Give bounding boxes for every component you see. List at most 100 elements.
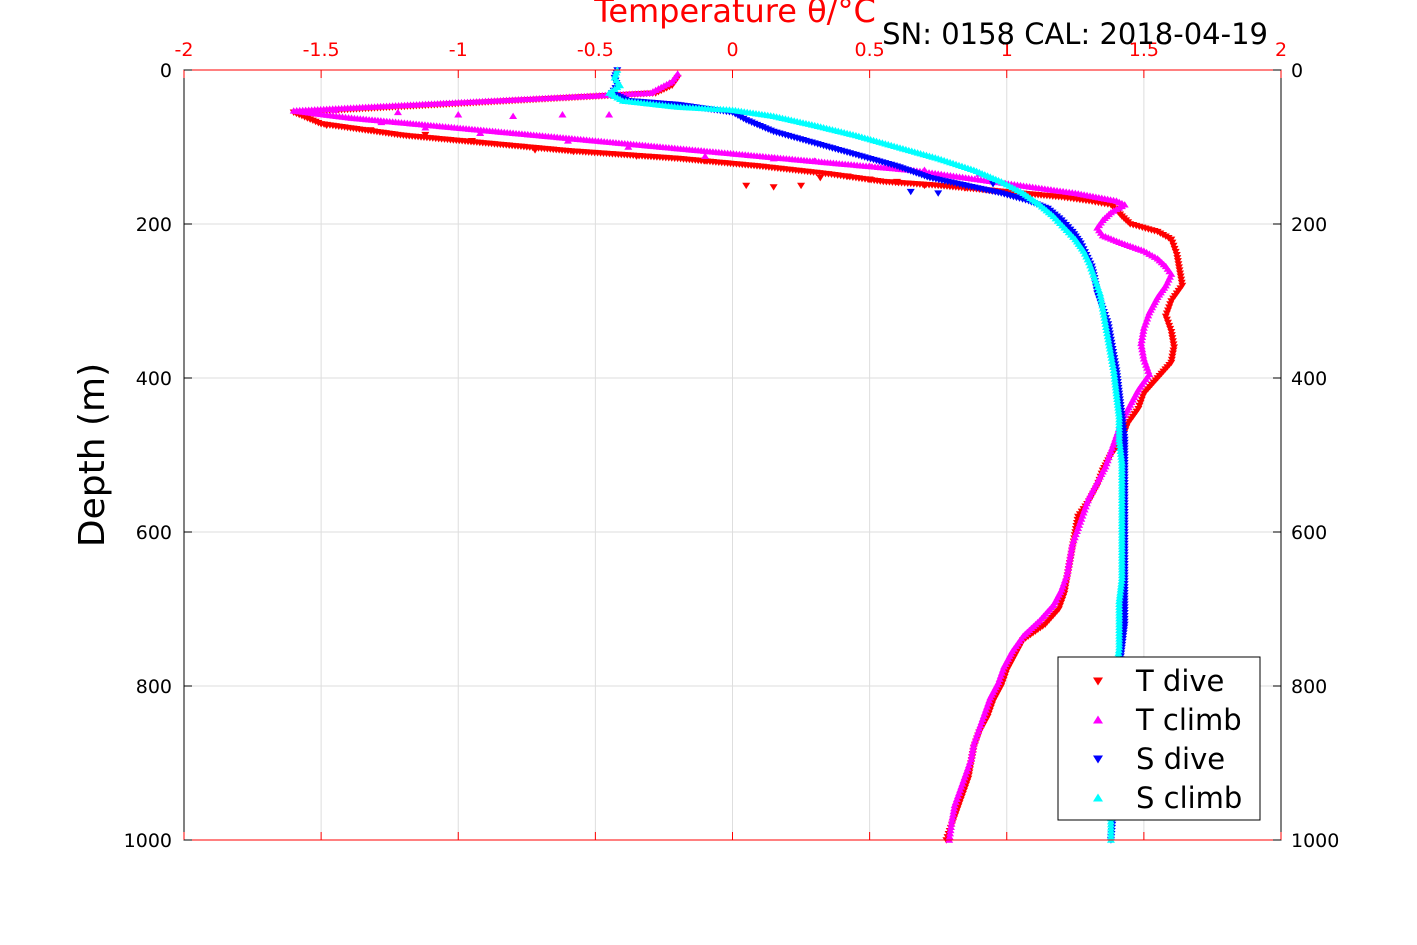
y-tick-label-left: 400 [136,368,172,390]
data-point [1095,289,1104,297]
legend-entry: S climb [1136,781,1242,815]
data-point [1101,320,1110,327]
grid [184,70,1281,840]
data-point [1108,357,1117,364]
data-point [1102,323,1111,330]
data-point [968,749,977,756]
x-tick-label: -1 [449,39,468,61]
legend-entry: T climb [1135,703,1242,737]
data-point [920,182,929,190]
data-point [1115,441,1124,449]
y-tick-label-left: 600 [136,522,172,544]
data-point [948,814,957,821]
data-point [1106,351,1115,358]
data-point [950,804,959,812]
data-point [1116,450,1125,457]
data-point [632,153,641,160]
y-tick-label-right: 800 [1291,676,1327,698]
data-point [1109,363,1118,371]
data-point [1113,395,1122,402]
data-point [1139,324,1148,331]
legend-marker [1093,793,1103,802]
data-point [1065,558,1074,565]
y-tick-label-left: 800 [136,676,172,698]
data-point [816,175,825,182]
data-point [701,152,710,160]
x-tick-label: -2 [175,39,194,61]
data-point [454,111,463,118]
data-point [476,129,485,136]
data-point [1100,314,1109,321]
data-point [1066,549,1075,556]
legend: T dive T climb S dive S climb [1057,656,1261,821]
data-point [1112,392,1121,400]
data-point [1116,444,1125,452]
data-point [1100,317,1109,324]
data-point [1102,326,1111,334]
data-point [558,111,567,118]
x-tick-label: -1.5 [303,39,340,61]
y-tick-label-left: 0 [160,60,172,82]
data-point [1064,561,1073,568]
data-point [1139,327,1148,334]
data-point [1117,456,1126,463]
data-point [893,178,902,186]
data-point [1067,546,1076,553]
legend-marker [1093,677,1103,686]
data-point [1104,335,1113,343]
data-point [467,138,476,145]
x-tick-label: 0.5 [855,39,885,61]
data-point [1117,577,1126,584]
data-point [969,740,978,747]
data-point [1098,305,1107,312]
data-point [1099,311,1108,318]
data-point [421,124,430,131]
legend-entry: S dive [1136,742,1225,776]
data-point [1105,345,1114,352]
data-point [1137,342,1146,350]
data-point [1107,354,1116,361]
data-point [968,746,977,753]
data-point [1115,591,1124,599]
data-point [769,184,778,191]
data-point [1111,381,1120,388]
data-point [1117,580,1126,587]
data-point [1111,384,1120,391]
data-point [1103,332,1112,340]
data-point [1109,366,1118,374]
data-point [1068,543,1077,550]
data-point [797,182,806,190]
data-point [1117,453,1126,460]
data-point [1115,594,1124,602]
data-point [969,743,978,750]
data-point [865,162,874,170]
data-point [1116,447,1125,454]
data-point [906,188,915,196]
series-s-dive [607,67,1129,844]
data-point [1139,352,1148,359]
data-point [605,111,614,118]
data-point [1108,360,1117,367]
data-point [1098,302,1107,309]
data-point [967,752,976,759]
data-point [948,810,957,818]
data-point [1138,333,1147,340]
x-tick-label: 1 [1001,39,1013,61]
x-tick-label: 2 [1275,39,1287,61]
data-point [1110,369,1119,376]
data-point [1110,375,1119,382]
y-tick-label-left: 200 [136,214,172,236]
data-point [1116,586,1125,593]
x-tick-label: 0 [726,39,738,61]
y-tick-label-right: 600 [1291,522,1327,544]
legend-marker [1093,715,1103,724]
data-point [1116,583,1125,590]
data-point [624,143,633,150]
data-point [950,801,959,809]
data-point [810,157,819,164]
data-point [946,829,955,837]
data-point [1137,336,1146,344]
data-point [946,826,955,834]
data-point [961,182,970,190]
data-point [322,122,331,130]
